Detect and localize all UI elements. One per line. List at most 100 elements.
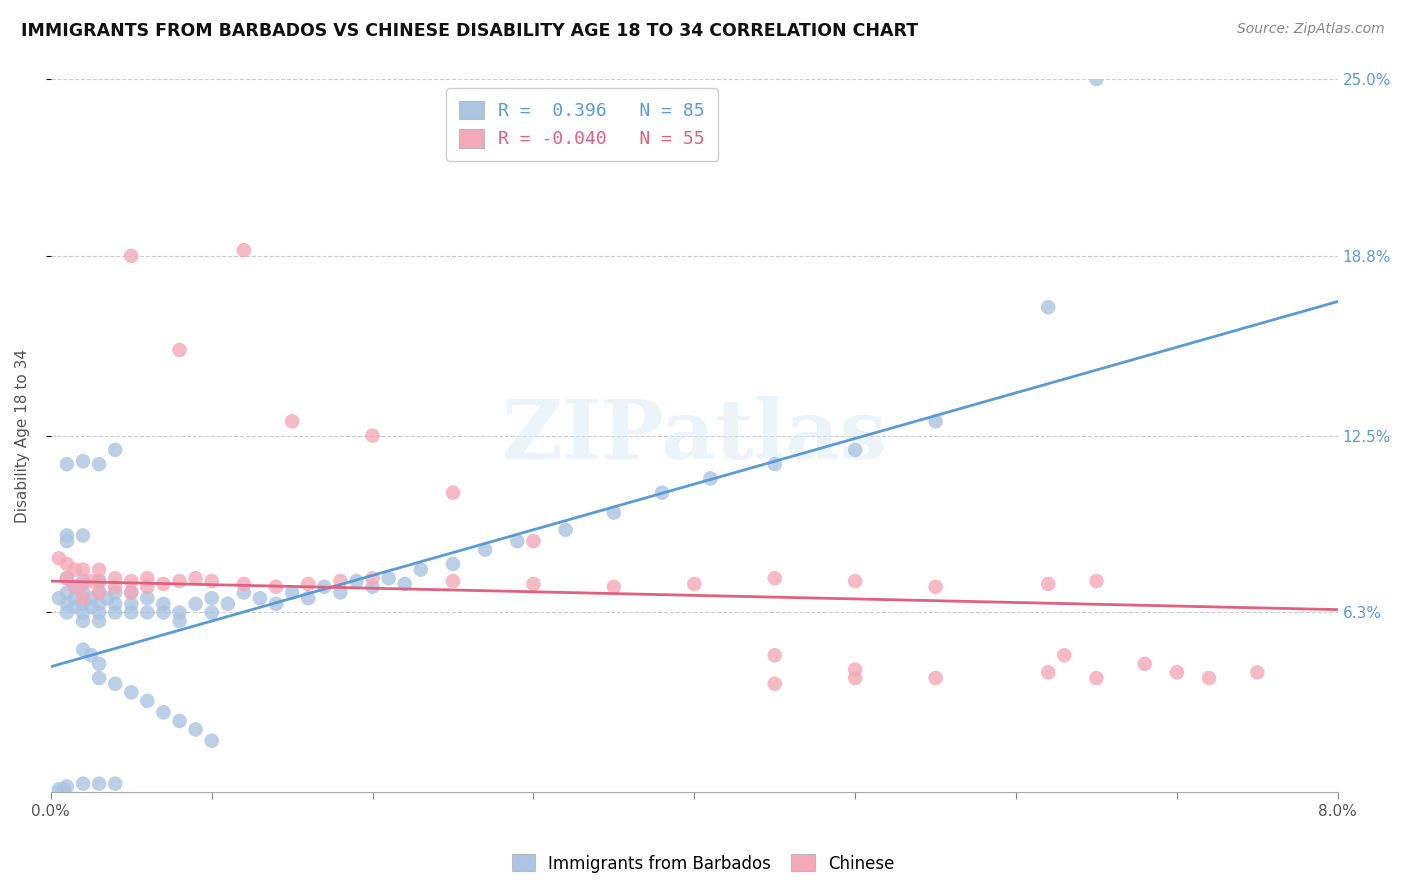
Point: [87, 574, 110, 588]
Point: [441, 574, 464, 588]
Point: [184, 597, 207, 611]
Point: [120, 249, 142, 263]
Point: [63, 591, 86, 606]
Point: [120, 585, 142, 599]
Point: [297, 577, 319, 591]
Point: [63, 580, 86, 594]
Point: [603, 580, 626, 594]
Point: [136, 606, 159, 620]
Point: [72, 528, 94, 542]
Point: [52, 782, 75, 797]
Point: [104, 777, 127, 791]
Point: [603, 506, 626, 520]
Point: [346, 574, 368, 588]
Point: [87, 574, 110, 588]
Point: [361, 428, 384, 442]
Point: [104, 677, 127, 691]
Point: [48, 591, 70, 606]
Point: [264, 597, 287, 611]
Point: [924, 414, 946, 428]
Point: [1038, 577, 1060, 591]
Point: [1085, 72, 1108, 87]
Point: [264, 580, 287, 594]
Point: [1038, 300, 1060, 314]
Point: [136, 694, 159, 708]
Point: [409, 563, 432, 577]
Point: [136, 580, 159, 594]
Point: [72, 777, 94, 791]
Point: [80, 574, 103, 588]
Point: [361, 571, 384, 585]
Text: ZIPatlas: ZIPatlas: [502, 395, 887, 475]
Point: [104, 585, 127, 599]
Point: [554, 523, 576, 537]
Point: [152, 597, 174, 611]
Point: [232, 243, 254, 257]
Point: [63, 580, 86, 594]
Point: [120, 574, 142, 588]
Point: [169, 614, 191, 628]
Point: [87, 563, 110, 577]
Point: [80, 599, 103, 614]
Point: [104, 606, 127, 620]
Point: [87, 585, 110, 599]
Point: [441, 485, 464, 500]
Point: [844, 574, 866, 588]
Point: [48, 551, 70, 566]
Point: [184, 571, 207, 585]
Point: [72, 642, 94, 657]
Point: [104, 597, 127, 611]
Point: [844, 663, 866, 677]
Point: [56, 457, 79, 471]
Point: [63, 599, 86, 614]
Point: [1038, 665, 1060, 680]
Point: [72, 563, 94, 577]
Point: [651, 485, 673, 500]
Point: [120, 606, 142, 620]
Point: [1133, 657, 1156, 671]
Point: [201, 574, 224, 588]
Point: [56, 528, 79, 542]
Point: [56, 585, 79, 599]
Point: [48, 782, 70, 797]
Point: [96, 591, 118, 606]
Point: [1053, 648, 1076, 663]
Point: [844, 671, 866, 685]
Point: [72, 574, 94, 588]
Point: [136, 591, 159, 606]
Point: [232, 585, 254, 599]
Point: [152, 706, 174, 720]
Point: [924, 671, 946, 685]
Text: Source: ZipAtlas.com: Source: ZipAtlas.com: [1237, 22, 1385, 37]
Point: [56, 597, 79, 611]
Point: [1085, 574, 1108, 588]
Point: [1085, 671, 1108, 685]
Point: [763, 571, 786, 585]
Point: [72, 597, 94, 611]
Point: [120, 585, 142, 599]
Point: [281, 585, 304, 599]
Point: [72, 585, 94, 599]
Point: [217, 597, 239, 611]
Point: [72, 454, 94, 468]
Point: [394, 577, 416, 591]
Point: [104, 580, 127, 594]
Point: [201, 591, 224, 606]
Point: [314, 580, 336, 594]
Point: [87, 606, 110, 620]
Point: [56, 571, 79, 585]
Point: [699, 471, 721, 485]
Point: [72, 614, 94, 628]
Point: [1166, 665, 1188, 680]
Point: [80, 648, 103, 663]
Point: [56, 606, 79, 620]
Point: [56, 571, 79, 585]
Point: [56, 534, 79, 549]
Point: [683, 577, 706, 591]
Point: [297, 591, 319, 606]
Point: [377, 571, 399, 585]
Point: [87, 671, 110, 685]
Point: [763, 677, 786, 691]
Point: [329, 585, 352, 599]
Point: [104, 442, 127, 457]
